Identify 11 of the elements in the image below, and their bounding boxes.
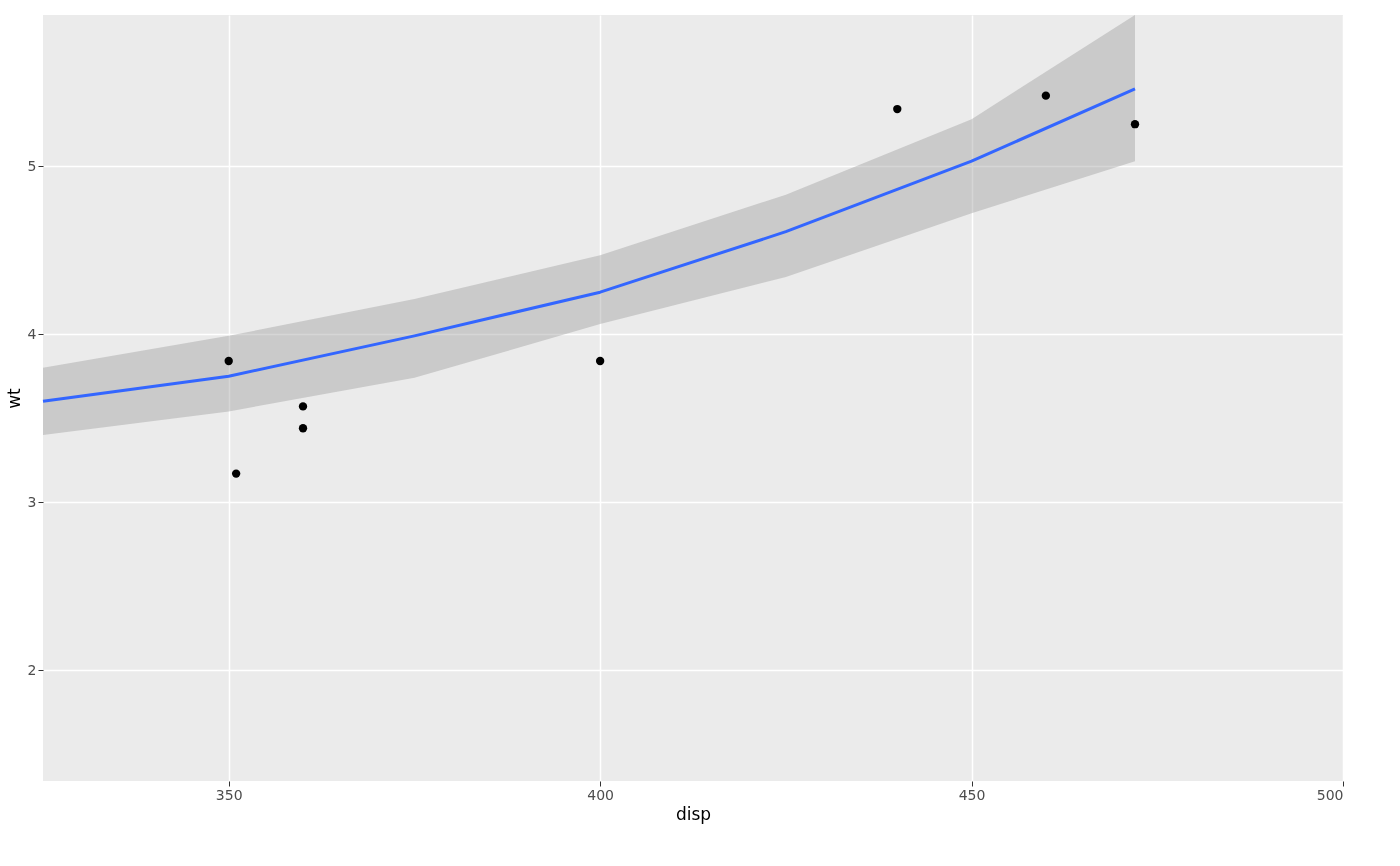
y-tick-label: 2 bbox=[27, 661, 37, 678]
x-tick-label: 500 bbox=[1316, 786, 1344, 803]
x-axis-title: disp bbox=[675, 803, 712, 824]
line-series bbox=[41, 87, 1137, 403]
x-tick-label: 350 bbox=[215, 786, 243, 803]
x-tick-label: 450 bbox=[958, 786, 986, 803]
x-tick-label: 400 bbox=[587, 786, 615, 803]
y-axis-title: wt bbox=[3, 387, 24, 409]
y-tick-label: 5 bbox=[27, 157, 37, 174]
y-tick-label: 3 bbox=[27, 493, 37, 510]
y-tick-label: 4 bbox=[27, 325, 37, 342]
